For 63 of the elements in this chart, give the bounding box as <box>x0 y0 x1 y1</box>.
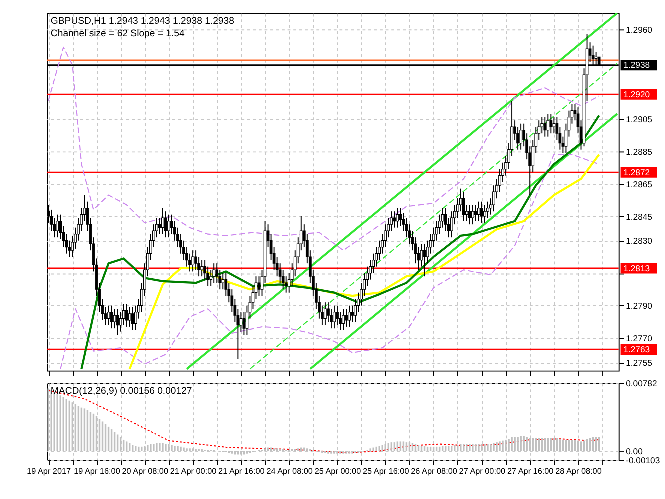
candlestick <box>550 114 553 134</box>
candlestick <box>348 305 351 328</box>
line-series <box>80 114 600 370</box>
candlestick <box>351 305 354 323</box>
candlestick <box>192 250 194 272</box>
chart-title: GBPUSD,H1 1.2943 1.2943 1.2938 1.2938 <box>50 16 234 27</box>
ref-line-label: 1.2872 <box>624 167 650 178</box>
text: Channel size = 62 Slope = 1.54 <box>50 28 186 40</box>
y-tick-label: 1.2885 <box>626 146 653 157</box>
candlestick <box>520 123 523 150</box>
candlestick <box>168 214 170 238</box>
candlestick <box>462 192 466 222</box>
y-tick-label: 1.2905 <box>626 114 653 124</box>
candlestick <box>345 308 348 328</box>
candlestick <box>333 305 336 330</box>
y-tick-label: 0.00 <box>626 446 644 457</box>
candlestick <box>393 211 396 228</box>
y-tick-label: 1.2845 <box>626 212 653 222</box>
candlestick <box>471 204 474 226</box>
ref-line-label: 1.2813 <box>624 263 650 274</box>
candlestick <box>56 214 60 238</box>
y-tick-label: 1.2770 <box>626 334 653 344</box>
candlestick <box>342 308 345 331</box>
candlestick <box>477 201 480 222</box>
candlestick <box>468 204 472 226</box>
ref-line-label: 1.2938 <box>624 60 650 70</box>
candlestick <box>552 116 556 134</box>
ref-line-label: 1.2920 <box>624 89 650 100</box>
candlestick <box>546 114 550 138</box>
y-tick-label: -0.00103 <box>626 456 660 466</box>
candlestick <box>484 204 486 224</box>
candlestick <box>240 312 243 332</box>
candlestick <box>131 306 134 331</box>
candlestick <box>222 272 225 290</box>
y-tick-label: 1.2755 <box>626 358 653 368</box>
candlestick <box>113 308 116 330</box>
candlestick <box>480 201 484 224</box>
y-tick-label: 1.2830 <box>626 236 653 246</box>
candlestick <box>242 312 246 336</box>
candlestick <box>128 306 132 328</box>
ref-line-label: 1.2763 <box>624 344 650 355</box>
y-tick-label: 0.00782 <box>626 378 658 389</box>
candlestick <box>486 201 490 219</box>
candlestick <box>212 263 216 284</box>
candlestick <box>399 208 402 227</box>
candlestick <box>336 305 339 326</box>
candlestick <box>324 302 327 326</box>
candlestick <box>544 116 547 138</box>
line-series <box>48 46 600 252</box>
candlestick <box>110 305 114 330</box>
candlestick <box>474 204 478 222</box>
candlestick <box>396 208 400 228</box>
candlestick <box>125 304 128 328</box>
candlestick <box>164 211 168 238</box>
y-tick-label: 1.2960 <box>626 24 653 35</box>
candlestick <box>107 305 110 326</box>
candlestick <box>116 308 120 336</box>
candlestick <box>200 260 204 278</box>
chart-title: MACD(12,26,9) 0.00156 0.00127 <box>50 386 192 397</box>
y-tick-label: 1.2790 <box>626 301 653 312</box>
candlestick <box>162 208 164 235</box>
candlestick <box>158 218 162 235</box>
y-tick-label: 1.2865 <box>626 179 653 190</box>
